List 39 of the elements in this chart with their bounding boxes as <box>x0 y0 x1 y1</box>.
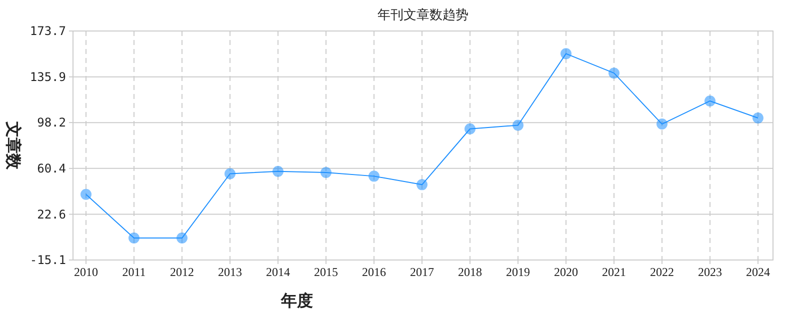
point <box>512 120 524 131</box>
point <box>320 167 332 178</box>
x-tick-label: 2016 <box>362 265 386 279</box>
y-tick-label: 173.7 <box>30 24 66 38</box>
y-axis-title: 文章数 <box>4 120 22 170</box>
point <box>752 112 764 124</box>
x-tick-label: 2020 <box>554 265 578 279</box>
x-tick-label: 2019 <box>506 265 530 279</box>
point <box>272 166 284 177</box>
x-tick-label: 2018 <box>458 265 482 279</box>
x-tick-label: 2021 <box>602 265 626 279</box>
y-tick-label: 22.6 <box>37 207 66 222</box>
y-tick-label: -15.1 <box>30 253 66 267</box>
x-tick-label: 2017 <box>410 265 434 279</box>
point <box>704 95 716 106</box>
point <box>560 48 572 60</box>
point <box>464 123 476 134</box>
point <box>176 232 188 244</box>
point <box>416 179 428 190</box>
x-tick-label: 2015 <box>314 265 338 279</box>
x-tick-label: 2014 <box>266 265 290 279</box>
y-tick-label: 60.4 <box>37 161 66 176</box>
x-tick-label: 2012 <box>170 265 194 279</box>
point <box>128 232 140 244</box>
x-tick-label: 2024 <box>746 265 770 279</box>
x-tick-label: 2022 <box>650 265 674 279</box>
chart-title: 年刊文章数趋势 <box>378 7 468 22</box>
x-tick-label: 2010 <box>74 265 98 279</box>
x-tick-label: 2011 <box>122 265 146 279</box>
point <box>608 68 620 79</box>
point <box>656 118 668 130</box>
x-tick-label: 2023 <box>698 265 722 279</box>
point <box>80 188 92 200</box>
point <box>224 168 236 180</box>
point <box>368 170 380 182</box>
x-axis-title: 年度 <box>280 291 313 310</box>
x-tick-label: 2013 <box>218 265 242 279</box>
y-tick-label: 98.2 <box>37 116 66 130</box>
y-tick-label: 135.9 <box>30 70 66 84</box>
